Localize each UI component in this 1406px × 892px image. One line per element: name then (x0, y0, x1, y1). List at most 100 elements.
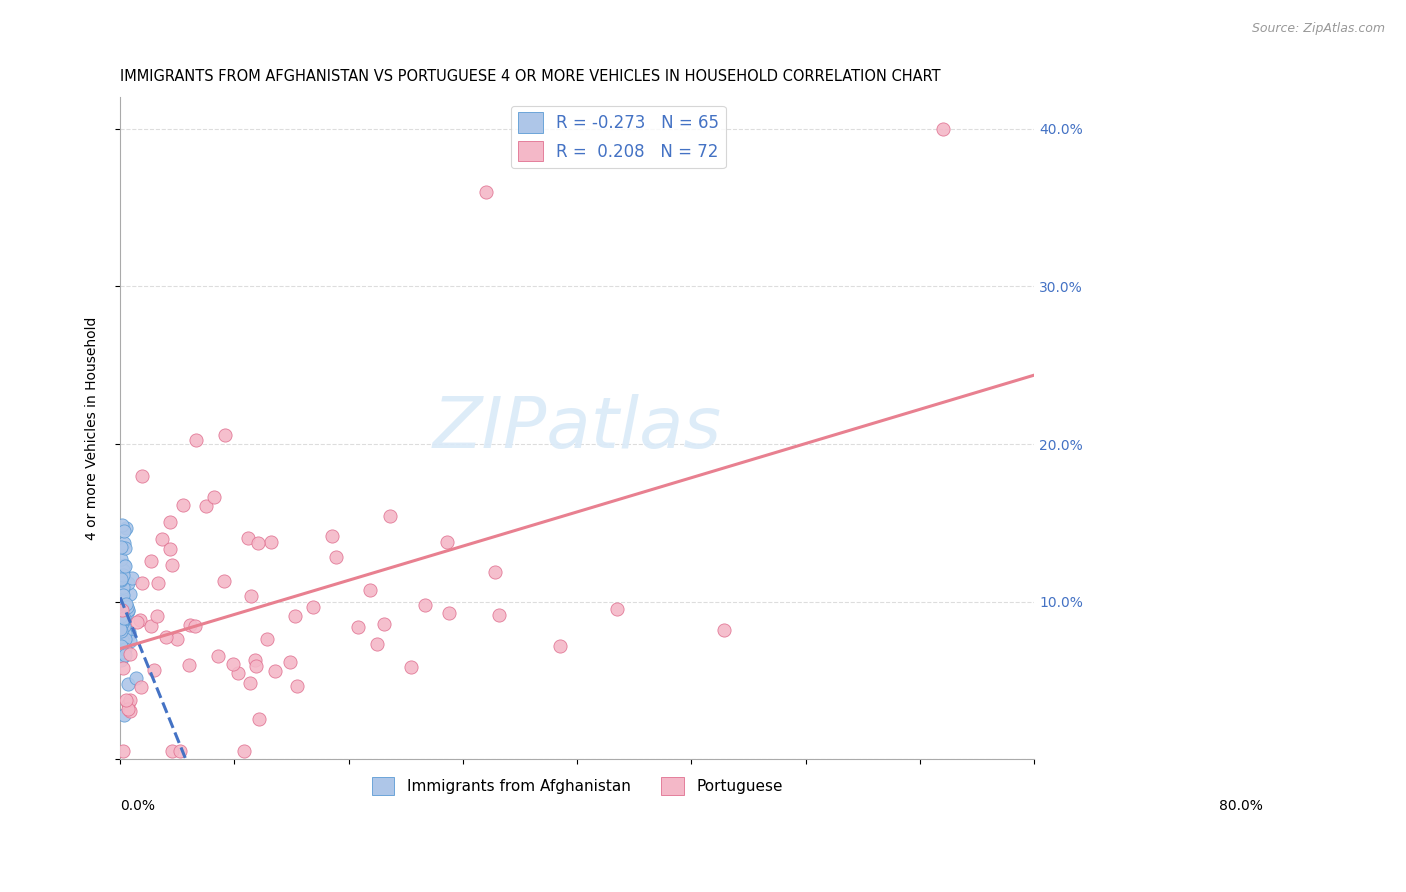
Portuguese (359, 582, 381, 597)
Immigrants from Afghanistan (110, 583, 132, 598)
Immigrants from Afghanistan (110, 624, 132, 639)
Immigrants from Afghanistan (111, 607, 134, 622)
Immigrants from Afghanistan (112, 613, 135, 627)
Immigrants from Afghanistan (114, 626, 136, 640)
Portuguese (380, 509, 402, 524)
Immigrants from Afghanistan (115, 597, 138, 611)
Portuguese (373, 616, 395, 631)
Immigrants from Afghanistan (118, 633, 141, 648)
Portuguese (114, 693, 136, 707)
Immigrants from Afghanistan (114, 625, 136, 640)
Immigrants from Afghanistan (111, 647, 134, 661)
Immigrants from Afghanistan (112, 619, 135, 633)
Portuguese (214, 574, 236, 588)
Portuguese (139, 618, 162, 632)
Portuguese (932, 121, 955, 136)
Portuguese (159, 542, 181, 557)
Immigrants from Afghanistan (112, 610, 135, 624)
Y-axis label: 4 or more Vehicles in Household: 4 or more Vehicles in Household (86, 317, 100, 540)
Portuguese (256, 632, 278, 647)
Portuguese (117, 697, 139, 711)
Text: 80.0%: 80.0% (1219, 799, 1263, 814)
Immigrants from Afghanistan (111, 633, 134, 648)
Portuguese (401, 659, 423, 673)
Portuguese (606, 602, 628, 616)
Immigrants from Afghanistan (114, 558, 136, 573)
Portuguese (232, 744, 254, 758)
Immigrants from Afghanistan (112, 524, 135, 538)
Portuguese (214, 428, 236, 442)
Immigrants from Afghanistan (112, 707, 135, 722)
Portuguese (160, 558, 183, 572)
Portuguese (146, 575, 169, 590)
Portuguese (239, 589, 262, 603)
Portuguese (111, 603, 134, 617)
Portuguese (155, 630, 177, 644)
Portuguese (484, 565, 506, 579)
Immigrants from Afghanistan (112, 563, 135, 577)
Portuguese (202, 490, 225, 504)
Immigrants from Afghanistan (114, 609, 136, 624)
Portuguese (179, 618, 201, 632)
Immigrants from Afghanistan (114, 648, 136, 663)
Portuguese (264, 665, 287, 679)
Portuguese (260, 535, 283, 549)
Portuguese (111, 744, 134, 758)
Immigrants from Afghanistan (112, 579, 135, 593)
Immigrants from Afghanistan (111, 615, 134, 630)
Immigrants from Afghanistan (117, 629, 139, 643)
Immigrants from Afghanistan (110, 622, 132, 636)
Portuguese (150, 532, 173, 546)
Portuguese (120, 693, 142, 707)
Immigrants from Afghanistan (112, 620, 135, 634)
Portuguese (285, 679, 308, 693)
Immigrants from Afghanistan (111, 588, 134, 602)
Portuguese (325, 549, 347, 564)
Portuguese (437, 606, 460, 620)
Portuguese (131, 576, 153, 591)
Immigrants from Afghanistan (115, 600, 138, 615)
Portuguese (302, 599, 325, 614)
Portuguese (184, 434, 207, 448)
Immigrants from Afghanistan (111, 601, 134, 615)
Portuguese (166, 632, 188, 646)
Immigrants from Afghanistan (114, 599, 136, 614)
Immigrants from Afghanistan (111, 518, 134, 533)
Portuguese (207, 649, 229, 664)
Portuguese (347, 620, 370, 634)
Portuguese (169, 744, 191, 758)
Immigrants from Afghanistan (117, 576, 139, 591)
Immigrants from Afghanistan (110, 552, 132, 566)
Portuguese (111, 661, 134, 675)
Portuguese (194, 499, 217, 513)
Portuguese (436, 535, 458, 549)
Portuguese (146, 608, 169, 623)
Text: Source: ZipAtlas.com: Source: ZipAtlas.com (1251, 22, 1385, 36)
Portuguese (247, 713, 270, 727)
Portuguese (284, 609, 307, 624)
Immigrants from Afghanistan (112, 594, 135, 608)
Portuguese (141, 554, 163, 568)
Portuguese (713, 623, 735, 637)
Portuguese (183, 618, 205, 632)
Immigrants from Afghanistan (111, 563, 134, 577)
Immigrants from Afghanistan (114, 632, 136, 646)
Immigrants from Afghanistan (115, 629, 138, 643)
Portuguese (488, 608, 510, 623)
Portuguese (243, 653, 266, 667)
Portuguese (239, 676, 262, 690)
Immigrants from Afghanistan (111, 645, 134, 659)
Portuguese (172, 498, 194, 512)
Immigrants from Afghanistan (118, 624, 141, 639)
Immigrants from Afghanistan (114, 611, 136, 625)
Portuguese (366, 637, 388, 651)
Immigrants from Afghanistan (112, 588, 135, 602)
Immigrants from Afghanistan (112, 558, 135, 572)
Portuguese (548, 639, 571, 653)
Immigrants from Afghanistan (112, 536, 135, 550)
Portuguese (245, 659, 267, 673)
Immigrants from Afghanistan (118, 587, 141, 601)
Portuguese (413, 598, 436, 612)
Portuguese (125, 615, 148, 629)
Immigrants from Afghanistan (121, 571, 143, 585)
